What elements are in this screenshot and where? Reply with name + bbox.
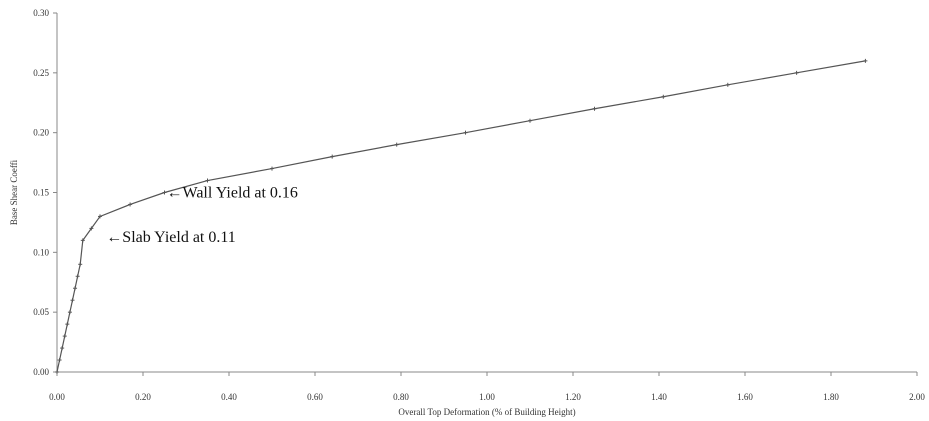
y-axis-title: Base Shear Coeffi (9, 159, 19, 225)
data-point (863, 58, 868, 63)
data-point (128, 202, 133, 207)
data-point (62, 334, 67, 339)
data-point (75, 274, 80, 279)
y-tick-label: 0.25 (33, 68, 49, 78)
x-tick-label: 0.00 (49, 392, 65, 402)
data-point (661, 94, 666, 99)
x-tick-label: 1.00 (479, 392, 495, 402)
data-point (162, 190, 167, 195)
x-tick-label: 2.00 (909, 392, 925, 402)
y-tick-label: 0.10 (33, 247, 49, 257)
data-point (270, 166, 274, 171)
data-point (98, 214, 102, 219)
y-tick-label: 0.20 (33, 128, 49, 138)
data-point (592, 106, 597, 111)
data-point (794, 70, 799, 75)
data-point (70, 298, 75, 303)
data-point (463, 130, 468, 135)
y-tick-label: 0.15 (33, 188, 49, 198)
annotation-label: ←Wall Yield at 0.16 (167, 185, 298, 202)
data-point (73, 286, 78, 291)
y-tick-label: 0.00 (33, 367, 49, 377)
y-tick-label: 0.30 (33, 8, 49, 18)
left-arrow-icon: ← (167, 185, 183, 202)
data-point (60, 346, 65, 351)
annotation-text: Slab Yield at 0.11 (122, 229, 235, 246)
x-tick-label: 1.40 (651, 392, 667, 402)
data-point (89, 226, 94, 231)
data-point (725, 82, 730, 87)
annotation-label: ←Slab Yield at 0.11 (106, 229, 235, 246)
x-tick-label: 0.80 (393, 392, 409, 402)
data-point (78, 262, 83, 267)
series-line (56, 60, 866, 373)
x-tick-label: 0.60 (307, 392, 323, 402)
data-point (55, 370, 59, 374)
left-arrow-icon: ← (106, 229, 122, 246)
data-point (528, 118, 532, 123)
data-point (80, 238, 85, 243)
annotation-text: Wall Yield at 0.16 (183, 185, 298, 202)
x-axis-title: Overall Top Deformation (% of Building H… (398, 407, 575, 417)
data-point (67, 310, 72, 315)
series-layer (55, 58, 868, 374)
data-point (57, 358, 62, 363)
annotation-layer: ←Wall Yield at 0.16←Slab Yield at 0.11 (106, 185, 298, 246)
data-point (205, 178, 210, 183)
data-point (394, 142, 399, 147)
axes: 0.00 0.05 0.10 0.15 0.20 0.25 0.30 0.00 0.20 0.40… (33, 8, 925, 402)
x-tick-label: 1.20 (565, 392, 581, 402)
x-tick-label: 1.80 (823, 392, 839, 402)
y-tick-label: 0.05 (33, 307, 49, 317)
x-tick-label: 1.60 (737, 392, 753, 402)
x-tick-label: 0.40 (221, 392, 237, 402)
x-tick-label: 0.20 (135, 392, 151, 402)
data-point (65, 322, 70, 327)
data-point (330, 154, 335, 159)
